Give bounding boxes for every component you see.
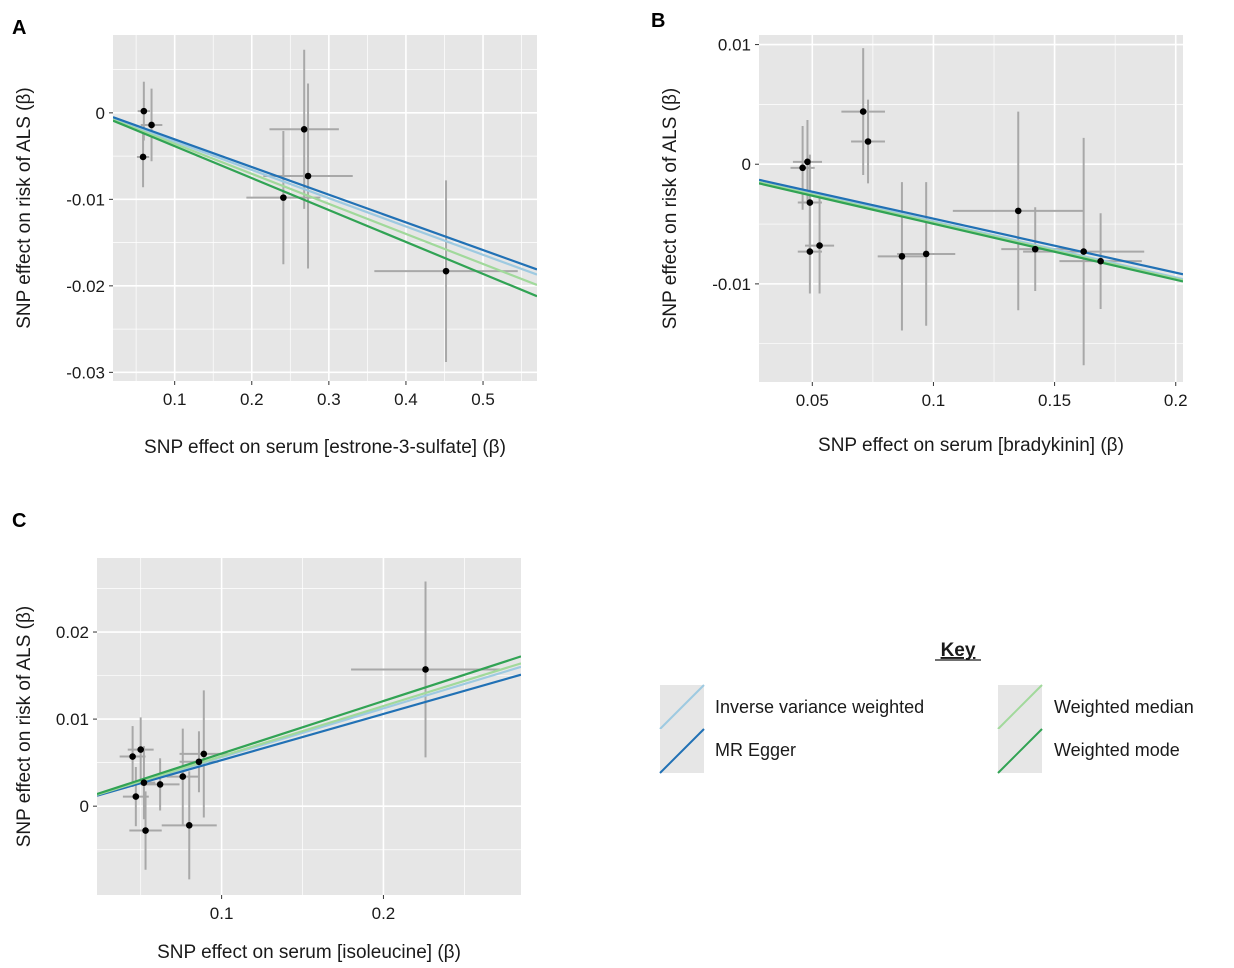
data-point (1031, 245, 1039, 253)
data-point (1097, 257, 1104, 265)
panel-a: 0.1 0.2 0.3 0.4 0.5 0 -0.01 -0.02 -0.03 SNP effec… (14, 35, 537, 458)
x-axis-title: SNP effect on serum [isoleucine] (β) (157, 942, 461, 963)
fit-line-weighted-median (759, 181, 1183, 282)
y-tick-label: 0 (742, 155, 751, 174)
y-tick-label: 0.01 (56, 710, 89, 729)
x-tick-label: 0.4 (394, 390, 418, 409)
fit-line-inverse-variance-weighted (759, 179, 1183, 281)
y-tick-label: 0 (96, 104, 105, 123)
key-swatch-line (659, 684, 705, 730)
data-point (816, 242, 823, 249)
data-point (195, 758, 203, 766)
x-tick-label: 0.2 (240, 390, 264, 409)
key-swatch-line (997, 728, 1043, 774)
y-tick-label: -0.01 (66, 190, 105, 209)
plot-background (97, 558, 521, 895)
fit-line-mr-egger (759, 178, 1183, 276)
data-point (185, 822, 193, 829)
y-axis-title: SNP effect on risk of ALS (β) (14, 606, 35, 848)
x-axis-title: SNP effect on serum [bradykinin] (β) (818, 435, 1124, 456)
y-tick-label: -0.01 (712, 275, 751, 294)
y-axis-title: SNP effect on risk of ALS (β) (14, 87, 35, 329)
x-tick-label: 0.1 (922, 391, 946, 410)
plot-area (759, 35, 1183, 382)
panel-letter-b: B (651, 10, 665, 32)
data-point (1014, 207, 1022, 215)
fit-line-weighted-median (97, 662, 521, 796)
plot-area (97, 558, 521, 895)
data-point (132, 793, 140, 800)
key-item-mr-egger: MR Egger (659, 728, 796, 774)
data-point (156, 781, 164, 788)
fit-line-mr-egger (113, 116, 537, 271)
panel-letter-a: A (12, 17, 26, 39)
x-tick-label: 0.1 (163, 390, 187, 409)
panel-c: 0.1 0.2 0.02 0.01 0 SNP effect on serum [isol… (14, 558, 521, 963)
data-point (142, 827, 149, 834)
key-item-ivw: Inverse variance weighted (659, 684, 924, 730)
data-point (179, 773, 187, 780)
x-tick-label: 0.3 (317, 390, 341, 409)
data-point (806, 199, 814, 206)
data-point (129, 753, 136, 760)
data-point (864, 138, 872, 145)
x-tick-label: 0.05 (796, 391, 829, 410)
panel-b: 0.05 0.1 0.15 0.2 0.01 0 -0.01 SNP effect on se… (660, 35, 1188, 456)
key-label-mr-egger: MR Egger (715, 740, 796, 760)
key-label-weighted-median: Weighted median (1054, 697, 1194, 717)
fit-line-weighted-mode (113, 119, 537, 298)
data-point (806, 248, 814, 255)
data-point (137, 746, 144, 753)
data-point (300, 125, 308, 133)
key-swatch-line (659, 728, 705, 774)
data-point (140, 107, 148, 115)
data-point (200, 750, 208, 758)
x-tick-label: 0.15 (1038, 391, 1071, 410)
data-point (422, 666, 429, 673)
fit-line-weighted-mode (759, 182, 1183, 283)
panel-letter-c: C (12, 510, 26, 532)
key-item-weighted-mode: Weighted mode (997, 728, 1180, 774)
data-point (1080, 248, 1087, 255)
plot-area (113, 35, 537, 381)
data-point (148, 121, 155, 129)
key-title: Key (941, 640, 976, 661)
data-point (804, 158, 811, 166)
data-point (799, 164, 806, 172)
data-point (922, 250, 930, 258)
plot-background (759, 35, 1183, 382)
fit-line-weighted-median (113, 118, 537, 287)
y-axis-title: SNP effect on risk of ALS (β) (660, 88, 681, 330)
y-tick-label: 0 (80, 797, 89, 816)
data-point (442, 267, 450, 275)
data-point (139, 153, 147, 161)
x-axis-title: SNP effect on serum [estrone-3-sulfate] … (144, 437, 506, 458)
key-label-ivw: Inverse variance weighted (715, 697, 924, 717)
data-point (140, 779, 148, 786)
fit-line-inverse-variance-weighted (113, 117, 537, 276)
x-tick-label: 0.5 (471, 390, 495, 409)
data-point (859, 108, 867, 115)
fit-line-mr-egger (97, 673, 521, 797)
y-tick-label: -0.03 (66, 363, 105, 382)
x-tick-label: 0.2 (372, 904, 396, 923)
key-item-weighted-median: Weighted median (997, 684, 1194, 730)
key-label-weighted-mode: Weighted mode (1054, 740, 1180, 760)
x-tick-label: 0.1 (210, 904, 234, 923)
data-point (898, 253, 906, 260)
key-swatch-line (997, 684, 1043, 730)
y-tick-label: 0.01 (718, 36, 751, 55)
key-legend: Key Inverse variance weighted MR Egger W… (659, 640, 1194, 774)
x-tick-label: 0.2 (1164, 391, 1188, 410)
data-point (280, 194, 287, 201)
fit-line-weighted-mode (97, 655, 521, 796)
y-tick-label: 0.02 (56, 623, 89, 642)
data-point (304, 172, 312, 180)
y-tick-label: -0.02 (66, 277, 105, 296)
